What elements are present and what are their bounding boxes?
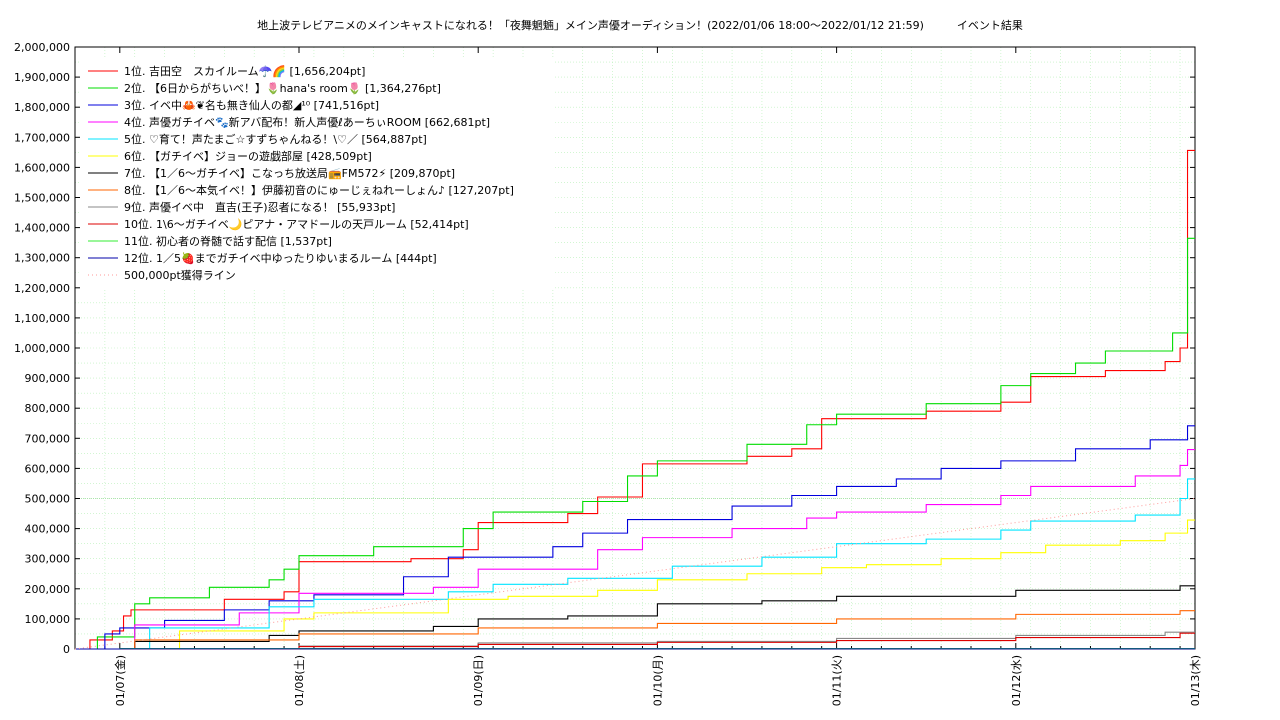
y-tick-label: 1,200,000 [14,282,70,295]
y-tick-label: 900,000 [25,372,71,385]
series-line-13 [74,498,1196,650]
legend-label: 12位. 1／5🍓までガチイベ中ゆったりゆいまるルーム [444pt] [124,251,437,265]
y-tick-label: 400,000 [25,523,71,536]
x-tick-label: 01/09(日) [472,655,485,706]
series-line-5 [75,478,1195,650]
series-line-1 [75,149,1195,650]
y-tick-label: 500,000 [25,493,71,506]
legend-label: 500,000pt獲得ライン [124,269,236,282]
series-line-8 [75,610,1195,650]
legend-label: 6位. 【ガチイベ】ジョーの遊戯部屋 [428,509pt] [124,149,372,163]
y-tick-label: 1,900,000 [14,71,70,84]
y-tick-label: 1,000,000 [14,342,70,355]
y-axis: 0 100,000 200,000 300,000 400,000 500,000 600,… [14,41,1195,656]
x-tick-label: 01/10(月) [651,655,664,706]
chart-title: 地上波テレビアニメのメインキャストになれる！「夜舞魍魎」メイン声優オーディション… [257,19,1023,32]
legend-background [80,58,555,290]
y-tick-label: 100,000 [25,613,71,626]
series-line-3 [75,425,1195,650]
series-line-6 [75,519,1195,650]
series-line-7 [75,585,1195,650]
series-line-9 [75,631,1195,650]
legend-label: 10位. 1\6〜ガチイベ🌙ピアナ・アマドールの天戸ルーム [52,414pt] [124,217,469,231]
y-tick-label: 800,000 [25,402,71,415]
y-tick-label: 200,000 [25,583,71,596]
y-tick-label: 1,600,000 [14,161,70,174]
x-tick-label: 01/12(水) [1010,655,1023,706]
series-line-10 [75,632,1195,650]
legend-label: 9位. 声優イベ中 直吉(王子)忍者になる！ [55,933pt] [124,200,395,214]
y-tick-label: 2,000,000 [14,41,70,54]
x-tick-label: 01/08(土) [293,655,306,706]
legend-label: 4位. 声優ガチイベ🐾新アバ配布！新人声優ℓあーちぃROOM [662,681p… [124,115,490,129]
y-tick-label: 700,000 [25,432,71,445]
y-tick-label: 1,800,000 [14,101,70,114]
legend: 1位. 吉田空 スカイルーム☂️🌈 [1,656,204pt] 2位. 【6日から… [80,58,555,290]
y-tick-label: 1,100,000 [14,312,70,325]
y-tick-label: 0 [63,643,70,656]
y-tick-label: 1,700,000 [14,131,70,144]
series-line-4 [75,448,1195,650]
x-tick-label: 01/13(木) [1189,655,1202,706]
x-tick-label: 01/07(金) [113,655,127,706]
legend-label: 8位. 【1／6〜本気イベ！】伊藤初音のにゅーじぇねれーしょん♪ [127,20… [124,183,514,197]
legend-label: 1位. 吉田空 スカイルーム☂️🌈 [1,656,204pt] [124,64,365,78]
y-tick-label: 1,300,000 [14,252,70,265]
y-tick-label: 1,500,000 [14,192,70,205]
series-lines [74,149,1196,650]
y-tick-label: 1,400,000 [14,222,70,235]
series-line-2 [75,237,1195,650]
legend-label: 2位. 【6日からがちいべ！】🌷hana's room🌷 [1,364,276p… [124,81,441,95]
legend-label: 3位. イベ中🦀❦名も無き仙人の都◢¹⁰ [741,516pt] [124,98,379,112]
y-tick-label: 300,000 [25,553,71,566]
legend-label: 5位. ♡育て！声たまご☆すずちゃんねる！\♡／ [564,887pt] [124,132,427,146]
y-tick-label: 600,000 [25,462,71,475]
legend-label: 7位. 【1／6〜ガチイベ】こなっち放送局📻FM572⚡ [209,870pt] [124,166,455,180]
x-tick-label: 01/11(火) [831,655,844,706]
legend-label: 11位. 初心者の脊髄で話す配信 [1,537pt] [124,234,332,248]
